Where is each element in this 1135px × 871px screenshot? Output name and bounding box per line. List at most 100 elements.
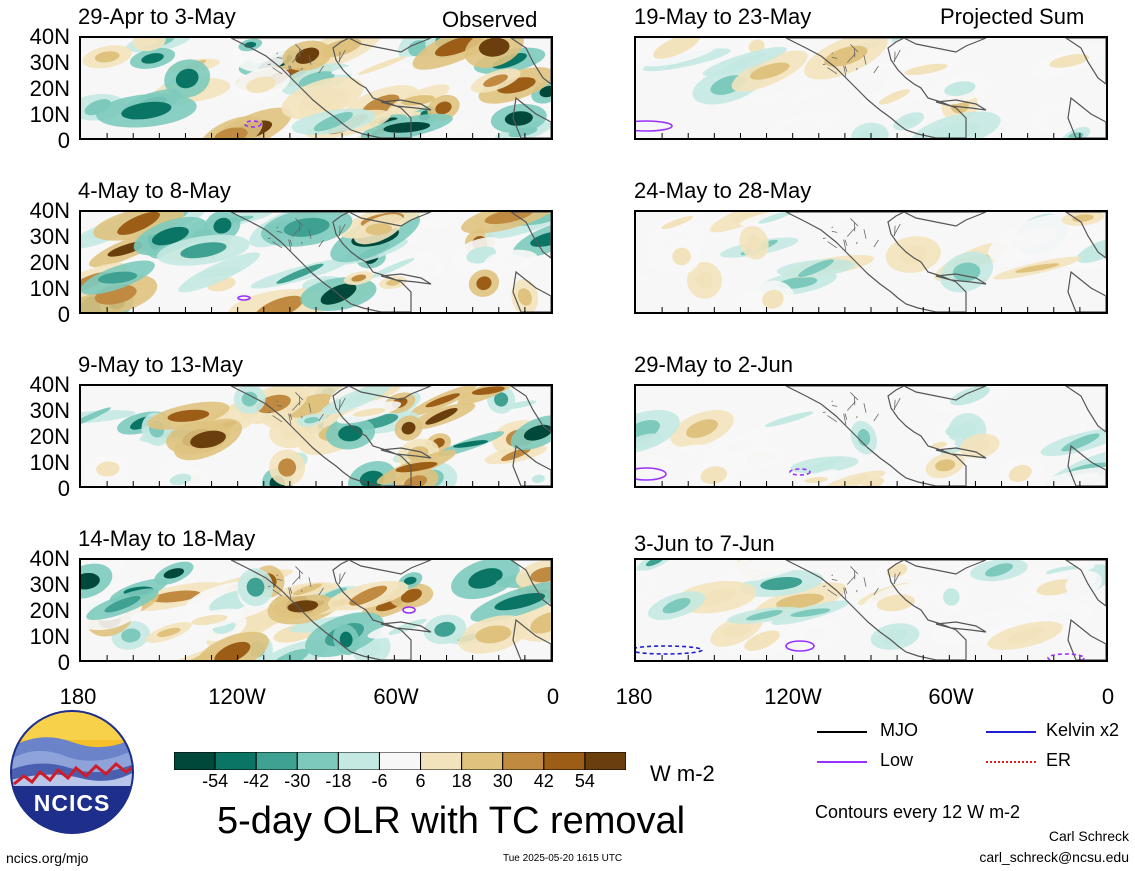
olr-anomaly-core	[167, 409, 210, 422]
coastline	[903, 560, 987, 575]
state-border	[318, 413, 324, 422]
olr-anomaly-core	[746, 560, 796, 571]
state-border	[267, 411, 271, 413]
olr-anomaly-core	[97, 271, 138, 284]
olr-anomaly-core	[1074, 577, 1093, 590]
olr-anomaly-core	[661, 216, 694, 230]
panel-title-p4: 14-May to 18-May	[78, 526, 256, 551]
olr-field	[81, 212, 551, 312]
olr-anomaly-core	[476, 276, 492, 291]
state-border	[276, 405, 283, 407]
olr-anomaly-core	[797, 259, 834, 278]
state-border	[291, 227, 301, 237]
olr-anomaly-core	[169, 473, 192, 486]
olr-anomaly-core	[957, 421, 977, 440]
coastline	[348, 560, 432, 575]
state-border	[850, 218, 859, 227]
state-border	[831, 226, 833, 229]
y-tick-label: 10N	[29, 276, 70, 301]
panel-title-p8: 3-Jun to 7-Jun	[634, 531, 775, 556]
map-panel-p8	[634, 558, 1108, 662]
y-tick-label: 40N	[29, 372, 70, 397]
olr-anomaly-core	[313, 111, 353, 132]
state-border	[893, 397, 901, 410]
olr-anomaly-core	[425, 393, 460, 408]
olr-anomaly-core	[283, 217, 330, 237]
state-border	[338, 397, 346, 410]
olr-anomaly-core	[930, 441, 948, 449]
olr-anomaly-core	[530, 231, 551, 247]
olr-anomaly-core	[700, 466, 727, 485]
olr-field	[636, 38, 1106, 138]
olr-field	[636, 212, 1106, 312]
coastline	[348, 38, 432, 53]
olr-anomaly-core	[530, 566, 551, 583]
state-border	[276, 400, 278, 403]
state-border	[289, 65, 293, 72]
state-border	[288, 413, 292, 425]
olr-anomaly-core	[359, 470, 385, 486]
olr-anomaly-core	[494, 593, 546, 611]
y-tick-label: 0	[57, 476, 70, 501]
state-border	[318, 239, 324, 248]
state-border	[827, 415, 838, 423]
state-border	[276, 226, 278, 229]
olr-anomaly-core	[636, 419, 660, 444]
olr-anomaly-core	[435, 101, 452, 115]
coastline	[903, 212, 987, 227]
olr-anomaly-core	[1049, 54, 1090, 68]
coastline	[1067, 444, 1106, 486]
state-border	[893, 223, 901, 236]
state-border	[295, 218, 304, 227]
olr-anomaly-core	[338, 425, 363, 442]
coastline	[230, 560, 412, 660]
y-tick-label: 20N	[29, 424, 70, 449]
state-border	[289, 587, 293, 594]
state-border	[831, 579, 838, 581]
x-tick-right-120w: 120W	[764, 684, 822, 709]
contours-note: Contours every 12 W m-2	[815, 802, 1021, 822]
colorbar-segment	[584, 751, 627, 771]
coastline	[230, 212, 412, 312]
state-border	[267, 585, 271, 587]
olr-field	[81, 560, 551, 660]
panel-corner-p5: Projected Sum	[940, 4, 1085, 29]
legend-label-mjo: MJO	[880, 720, 918, 740]
map-panel-p1	[79, 36, 553, 140]
olr-field	[81, 38, 551, 138]
map-panel-p2	[79, 210, 553, 314]
x-tick-left-120w: 120W	[208, 684, 266, 709]
state-border	[272, 415, 283, 423]
olr-anomaly-core	[639, 437, 656, 445]
coastline	[509, 560, 551, 607]
olr-anomaly-core	[175, 68, 199, 89]
coastline	[1064, 38, 1106, 85]
state-border	[295, 566, 304, 575]
legend-label-er: ER	[1046, 750, 1072, 770]
olr-anomaly-core	[425, 407, 458, 425]
coastline	[1064, 386, 1106, 433]
olr-anomaly-core	[523, 424, 551, 441]
olr-anomaly-core	[1008, 464, 1032, 482]
olr-anomaly-core	[517, 288, 532, 306]
olr-anomaly-core	[254, 295, 304, 312]
state-border	[822, 411, 826, 413]
olr-anomaly-core	[321, 587, 347, 600]
olr-anomaly-core	[190, 430, 226, 449]
state-border	[827, 241, 838, 249]
olr-anomaly-core	[121, 101, 172, 120]
olr-anomaly-core	[1054, 472, 1099, 486]
y-tick-label: 40N	[29, 546, 70, 571]
olr-anomaly-core	[729, 212, 770, 224]
olr-anomaly-core	[944, 81, 976, 97]
state-border	[276, 52, 278, 55]
state-border	[338, 571, 346, 584]
y-tick-label: 40N	[29, 24, 70, 49]
olr-anomaly-core	[365, 223, 393, 236]
contour-line	[636, 645, 703, 655]
state-border	[831, 405, 838, 407]
colorbar-tick-label: -42	[243, 771, 270, 791]
coastline	[785, 38, 967, 138]
state-border	[276, 57, 283, 59]
state-border	[893, 571, 901, 584]
